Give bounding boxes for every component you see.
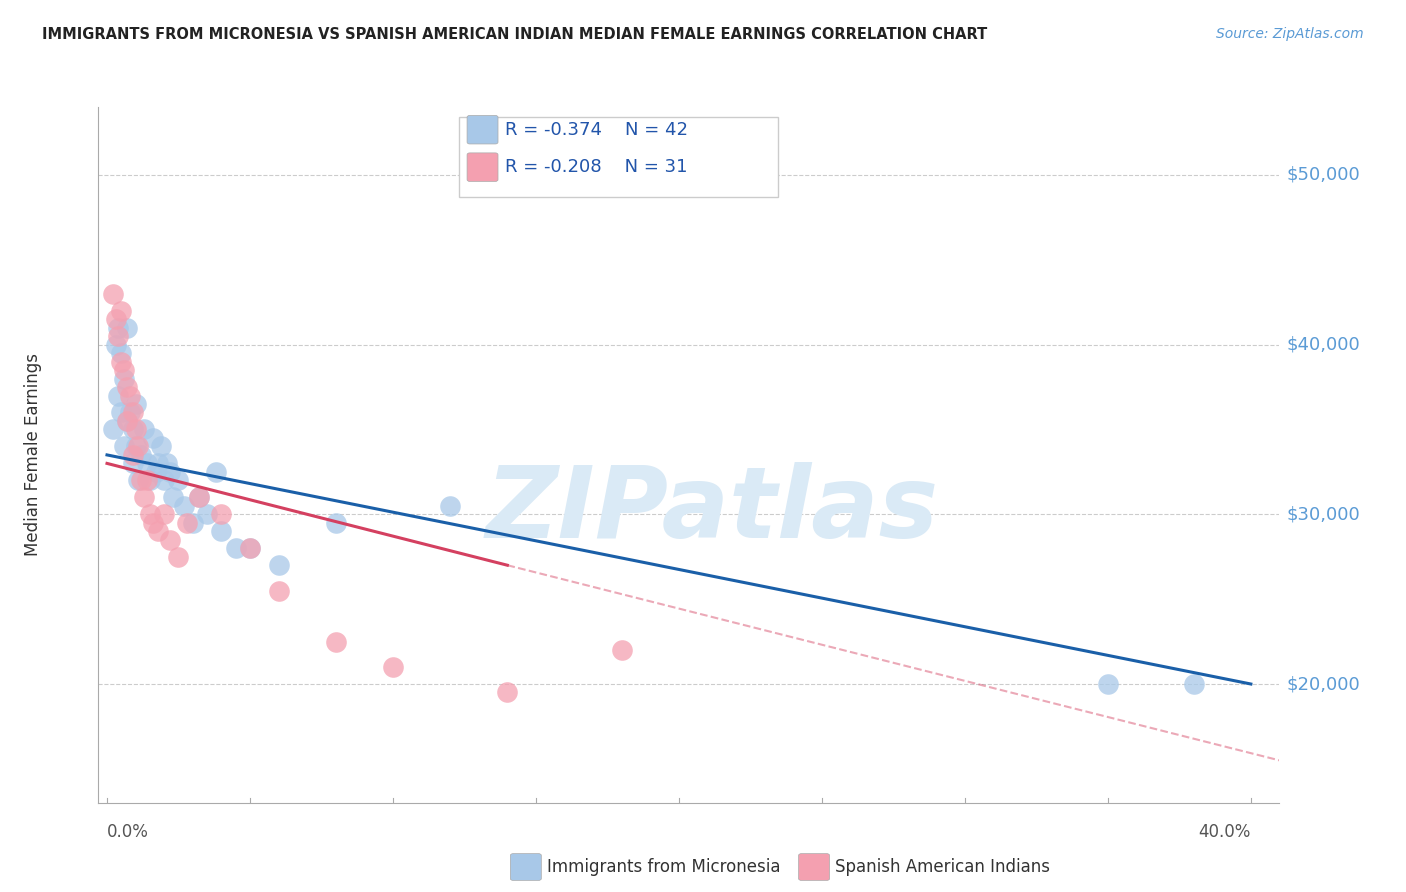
- Point: [104, 312, 127, 326]
- Point: [112, 371, 135, 385]
- Point: [121, 448, 143, 462]
- Point: [187, 491, 209, 505]
- Point: [142, 431, 165, 445]
- Point: [110, 354, 132, 368]
- Text: ZIPatlas: ZIPatlas: [486, 462, 939, 559]
- Point: [121, 457, 143, 471]
- Text: $20,000: $20,000: [1286, 675, 1360, 693]
- Point: [1097, 677, 1119, 691]
- Point: [115, 414, 138, 428]
- Point: [136, 457, 159, 471]
- Point: [162, 491, 184, 505]
- Point: [209, 508, 232, 522]
- Point: [153, 474, 176, 488]
- Point: [167, 474, 190, 488]
- Point: [209, 524, 232, 539]
- Text: $30,000: $30,000: [1286, 505, 1360, 524]
- Point: [148, 457, 170, 471]
- Point: [267, 558, 290, 573]
- Point: [148, 524, 170, 539]
- Point: [204, 465, 226, 479]
- Point: [134, 422, 156, 436]
- Point: [110, 405, 132, 419]
- Point: [239, 541, 262, 556]
- Point: [124, 397, 146, 411]
- Point: [115, 320, 138, 334]
- Point: [153, 508, 176, 522]
- Point: [127, 439, 149, 453]
- Point: [439, 499, 461, 513]
- Point: [156, 457, 179, 471]
- Point: [142, 516, 165, 530]
- Point: [150, 439, 173, 453]
- Point: [110, 346, 132, 360]
- Point: [195, 508, 218, 522]
- Text: Source: ZipAtlas.com: Source: ZipAtlas.com: [1216, 27, 1364, 41]
- Point: [610, 643, 633, 657]
- Point: [239, 541, 262, 556]
- Point: [101, 422, 124, 436]
- Point: [131, 448, 153, 462]
- Point: [267, 583, 290, 598]
- Point: [225, 541, 247, 556]
- Point: [139, 474, 162, 488]
- Point: [159, 533, 181, 547]
- Point: [115, 380, 138, 394]
- Point: [121, 405, 143, 419]
- Point: [107, 320, 129, 334]
- Text: $40,000: $40,000: [1286, 335, 1360, 353]
- Point: [104, 337, 127, 351]
- Text: Spanish American Indians: Spanish American Indians: [835, 858, 1050, 876]
- Point: [173, 499, 195, 513]
- Point: [115, 414, 138, 428]
- Point: [101, 286, 124, 301]
- Point: [187, 491, 209, 505]
- Point: [118, 405, 141, 419]
- Text: IMMIGRANTS FROM MICRONESIA VS SPANISH AMERICAN INDIAN MEDIAN FEMALE EARNINGS COR: IMMIGRANTS FROM MICRONESIA VS SPANISH AM…: [42, 27, 987, 42]
- Point: [131, 474, 153, 488]
- Point: [107, 388, 129, 402]
- Point: [121, 422, 143, 436]
- Text: R = -0.208    N = 31: R = -0.208 N = 31: [505, 158, 688, 176]
- Point: [136, 474, 159, 488]
- Text: Immigrants from Micronesia: Immigrants from Micronesia: [547, 858, 780, 876]
- Point: [325, 634, 347, 648]
- Point: [107, 329, 129, 343]
- Point: [145, 465, 167, 479]
- Point: [124, 422, 146, 436]
- Point: [139, 508, 162, 522]
- Point: [110, 303, 132, 318]
- Point: [124, 439, 146, 453]
- Point: [112, 439, 135, 453]
- Point: [176, 516, 198, 530]
- Point: [118, 388, 141, 402]
- Point: [325, 516, 347, 530]
- Text: 0.0%: 0.0%: [107, 823, 149, 841]
- Point: [112, 363, 135, 377]
- Point: [181, 516, 204, 530]
- Point: [1182, 677, 1205, 691]
- Text: 40.0%: 40.0%: [1198, 823, 1251, 841]
- Point: [167, 549, 190, 564]
- Text: Median Female Earnings: Median Female Earnings: [24, 353, 42, 557]
- Text: $50,000: $50,000: [1286, 166, 1360, 184]
- Point: [496, 685, 519, 699]
- Text: R = -0.374    N = 42: R = -0.374 N = 42: [505, 120, 688, 138]
- Point: [159, 465, 181, 479]
- Point: [381, 660, 404, 674]
- Point: [134, 491, 156, 505]
- Point: [127, 474, 149, 488]
